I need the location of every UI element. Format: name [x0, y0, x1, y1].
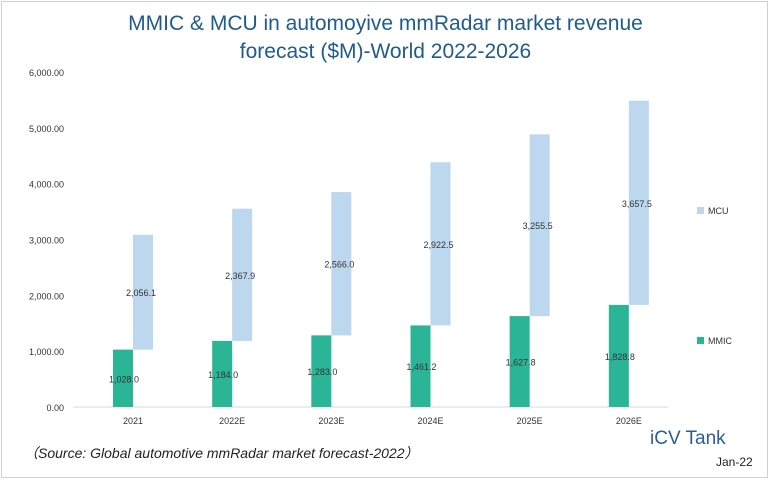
chart-title: MMIC & MCU in automoyive mmRadar market … [0, 10, 771, 66]
mcu-bar [529, 134, 550, 317]
x-tick-label: 2021 [123, 416, 143, 426]
mcu-data-label: 3,255.5 [523, 221, 553, 231]
mmic-bar [509, 316, 530, 407]
mmic-bar [212, 340, 233, 407]
chart-title-line-2: forecast ($M)-World 2022-2026 [239, 40, 532, 63]
mmic-data-label: 1,184.0 [208, 370, 238, 380]
y-tick-label: 3,000.00 [29, 236, 64, 246]
mmic-data-label: 1,461.2 [406, 362, 436, 372]
y-tick-label: 4,000.00 [29, 180, 64, 190]
mcu-bar [331, 192, 352, 336]
mcu-bar [232, 208, 253, 341]
mcu-data-label: 2,367.9 [225, 271, 255, 281]
mmic-bar [608, 304, 629, 407]
mcu-data-label: 2,566.0 [324, 260, 354, 270]
mcu-bar [133, 234, 153, 350]
x-tick-label: 2026E [616, 416, 642, 426]
legend-label-mcu: MCU [708, 206, 729, 216]
y-tick-label: 2,000.00 [29, 291, 64, 301]
y-tick-label: 1,000.00 [29, 347, 64, 357]
mmic-data-label: 1,828.8 [605, 352, 635, 362]
mmic-data-label: 1,028.0 [109, 374, 139, 384]
chart-title-line-1: MMIC & MCU in automoyive mmRadar market … [128, 12, 643, 35]
mmic-data-label: 1,283.0 [307, 367, 337, 377]
mcu-data-label: 3,657.5 [622, 199, 652, 209]
legend-swatch-mcu [697, 207, 704, 214]
x-tick-label: 2023E [318, 416, 344, 426]
legend-label-mmic: MMIC [708, 336, 732, 346]
mcu-bar [628, 100, 649, 305]
brand-date: Jan-22 [716, 455, 753, 469]
mcu-bar [430, 162, 451, 326]
mmic-bar [311, 335, 332, 407]
mmic-bar [410, 325, 431, 407]
mcu-data-label: 2,922.5 [423, 240, 453, 250]
y-tick-label: 5,000.00 [29, 124, 64, 134]
brand-logo: iCV Tank [650, 428, 726, 449]
mmic-bar [113, 349, 133, 407]
x-tick-label: 2022E [219, 416, 245, 426]
y-tick-label: 6,000.00 [29, 68, 64, 78]
y-tick-label: 0.00 [46, 403, 64, 413]
x-tick-label: 2025E [517, 416, 543, 426]
legend-swatch-mmic [697, 337, 704, 344]
x-tick-label: 2024E [417, 416, 443, 426]
source-note: （Source: Global automotive mmRadar marke… [24, 445, 419, 461]
mmic-data-label: 1,627.8 [506, 358, 536, 368]
mcu-data-label: 2,056.1 [126, 288, 156, 298]
